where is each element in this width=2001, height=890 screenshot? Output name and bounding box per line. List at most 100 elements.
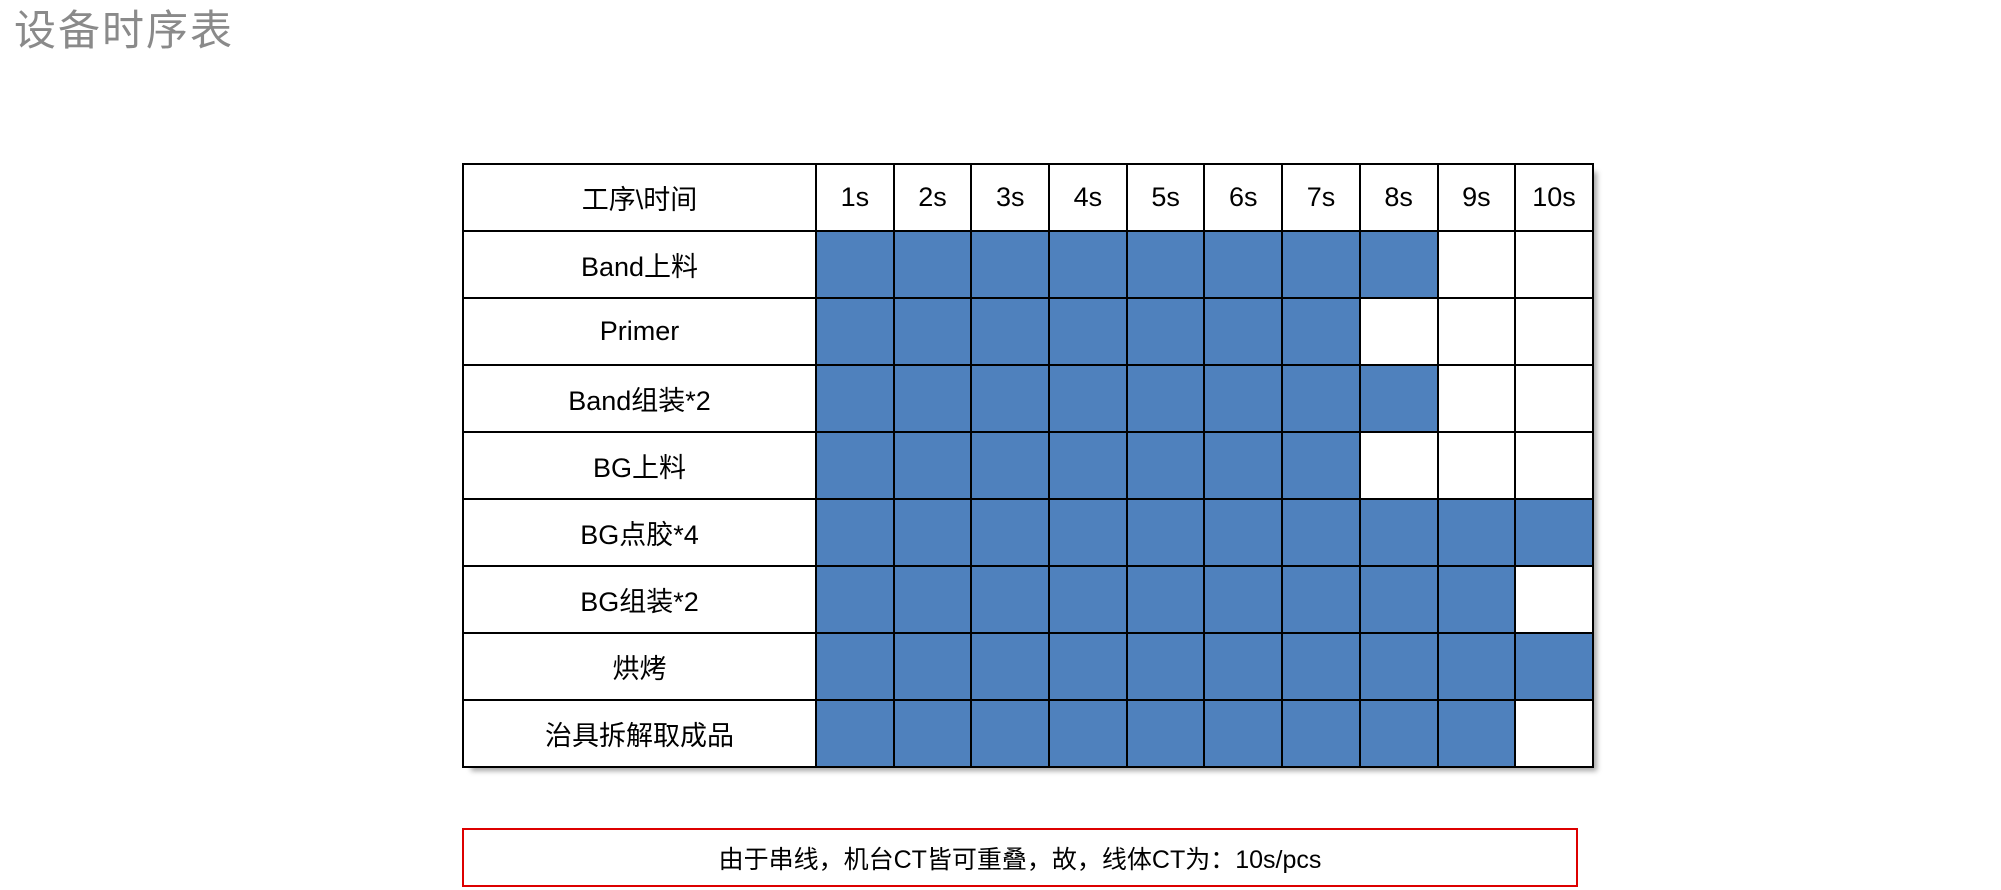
gantt-filled-cell [970, 431, 1051, 500]
gantt-empty-cell [1436, 230, 1517, 299]
gantt-filled-cell [1048, 364, 1128, 433]
gantt-filled-cell [1048, 230, 1128, 299]
gantt-filled-cell [815, 498, 895, 567]
gantt-filled-cell [815, 632, 895, 701]
process-row: Band上料 [462, 230, 1594, 299]
gantt-empty-cell [1436, 431, 1517, 500]
gantt-filled-cell [1281, 431, 1361, 500]
gantt-filled-cell [1281, 699, 1361, 768]
time-header-10s: 10s [1514, 163, 1594, 232]
gantt-filled-cell [892, 565, 973, 634]
gantt-filled-cell [1358, 364, 1439, 433]
process-row: BG上料 [462, 431, 1594, 500]
gantt-filled-cell [970, 230, 1051, 299]
gantt-empty-cell [1514, 364, 1594, 433]
gantt-filled-cell [1436, 565, 1517, 634]
gantt-filled-cell [1358, 230, 1439, 299]
process-row: 治具拆解取成品 [462, 699, 1594, 768]
gantt-empty-cell [1514, 431, 1594, 500]
gantt-filled-cell [1048, 498, 1128, 567]
process-label: BG组装*2 [462, 565, 817, 634]
process-row: Primer [462, 297, 1594, 366]
gantt-filled-cell [1436, 632, 1517, 701]
gantt-filled-cell [1125, 565, 1206, 634]
cycle-time-note: 由于串线，机台CT皆可重叠，故，线体CT为：10s/pcs [462, 828, 1578, 887]
gantt-filled-cell [1203, 565, 1284, 634]
gantt-filled-cell [970, 498, 1051, 567]
gantt-filled-cell [892, 230, 973, 299]
time-header-5s: 5s [1125, 163, 1206, 232]
process-row: BG点胶*4 [462, 498, 1594, 567]
gantt-filled-cell [1125, 297, 1206, 366]
gantt-filled-cell [815, 297, 895, 366]
gantt-filled-cell [1203, 297, 1284, 366]
gantt-filled-cell [1203, 230, 1284, 299]
cycle-time-note-text: 由于串线，机台CT皆可重叠，故，线体CT为：10s/pcs [718, 845, 1322, 874]
gantt-filled-cell [1203, 632, 1284, 701]
gantt-filled-cell [1203, 431, 1284, 500]
gantt-empty-cell [1514, 297, 1594, 366]
gantt-filled-cell [1514, 498, 1594, 567]
gantt-filled-cell [1436, 498, 1517, 567]
gantt-filled-cell [1281, 297, 1361, 366]
gantt-filled-cell [1125, 632, 1206, 701]
gantt-filled-cell [892, 632, 973, 701]
gantt-filled-cell [1125, 431, 1206, 500]
time-header-8s: 8s [1358, 163, 1439, 232]
process-label: Band组装*2 [462, 364, 817, 433]
process-label: BG上料 [462, 431, 817, 500]
gantt-empty-cell [1436, 364, 1517, 433]
gantt-filled-cell [1358, 565, 1439, 634]
process-label: 烘烤 [462, 632, 817, 701]
process-label: Band上料 [462, 230, 817, 299]
time-header-6s: 6s [1203, 163, 1284, 232]
gantt-filled-cell [1048, 699, 1128, 768]
process-row: Band组装*2 [462, 364, 1594, 433]
gantt-filled-cell [1358, 632, 1439, 701]
gantt-empty-cell [1436, 297, 1517, 366]
gantt-filled-cell [1048, 565, 1128, 634]
gantt-filled-cell [1203, 498, 1284, 567]
process-label: 治具拆解取成品 [462, 699, 817, 768]
gantt-filled-cell [1281, 230, 1361, 299]
gantt-filled-cell [892, 364, 973, 433]
time-header-1s: 1s [815, 163, 895, 232]
gantt-filled-cell [1281, 364, 1361, 433]
gantt-filled-cell [815, 565, 895, 634]
gantt-filled-cell [892, 297, 973, 366]
time-header-2s: 2s [892, 163, 973, 232]
gantt-filled-cell [1125, 230, 1206, 299]
gantt-filled-cell [1048, 632, 1128, 701]
page-title: 设备时序表 [14, 7, 235, 54]
gantt-empty-cell [1514, 565, 1594, 634]
time-header-9s: 9s [1436, 163, 1517, 232]
gantt-filled-cell [892, 431, 973, 500]
gantt-filled-cell [815, 431, 895, 500]
gantt-filled-cell [1281, 565, 1361, 634]
gantt-filled-cell [1125, 364, 1206, 433]
gantt-filled-cell [1048, 297, 1128, 366]
gantt-filled-cell [815, 699, 895, 768]
gantt-filled-cell [1358, 699, 1439, 768]
gantt-empty-cell [1514, 230, 1594, 299]
time-header-4s: 4s [1048, 163, 1128, 232]
time-header-7s: 7s [1281, 163, 1361, 232]
gantt-filled-cell [1358, 498, 1439, 567]
time-header-3s: 3s [970, 163, 1051, 232]
header-row: 工序\时间 1s 2s 3s 4s 5s 6s 7s 8s 9s 10s [462, 163, 1594, 232]
gantt-filled-cell [1281, 498, 1361, 567]
gantt-filled-cell [970, 565, 1051, 634]
process-row: 烘烤 [462, 632, 1594, 701]
gantt-filled-cell [970, 632, 1051, 701]
gantt-filled-cell [815, 230, 895, 299]
gantt-filled-cell [1514, 632, 1594, 701]
gantt-filled-cell [970, 297, 1051, 366]
gantt-filled-cell [815, 364, 895, 433]
gantt-filled-cell [970, 364, 1051, 433]
gantt-filled-cell [1125, 699, 1206, 768]
gantt-filled-cell [1125, 498, 1206, 567]
gantt-empty-cell [1358, 297, 1439, 366]
process-row: BG组装*2 [462, 565, 1594, 634]
process-label: Primer [462, 297, 817, 366]
gantt-filled-cell [1048, 431, 1128, 500]
